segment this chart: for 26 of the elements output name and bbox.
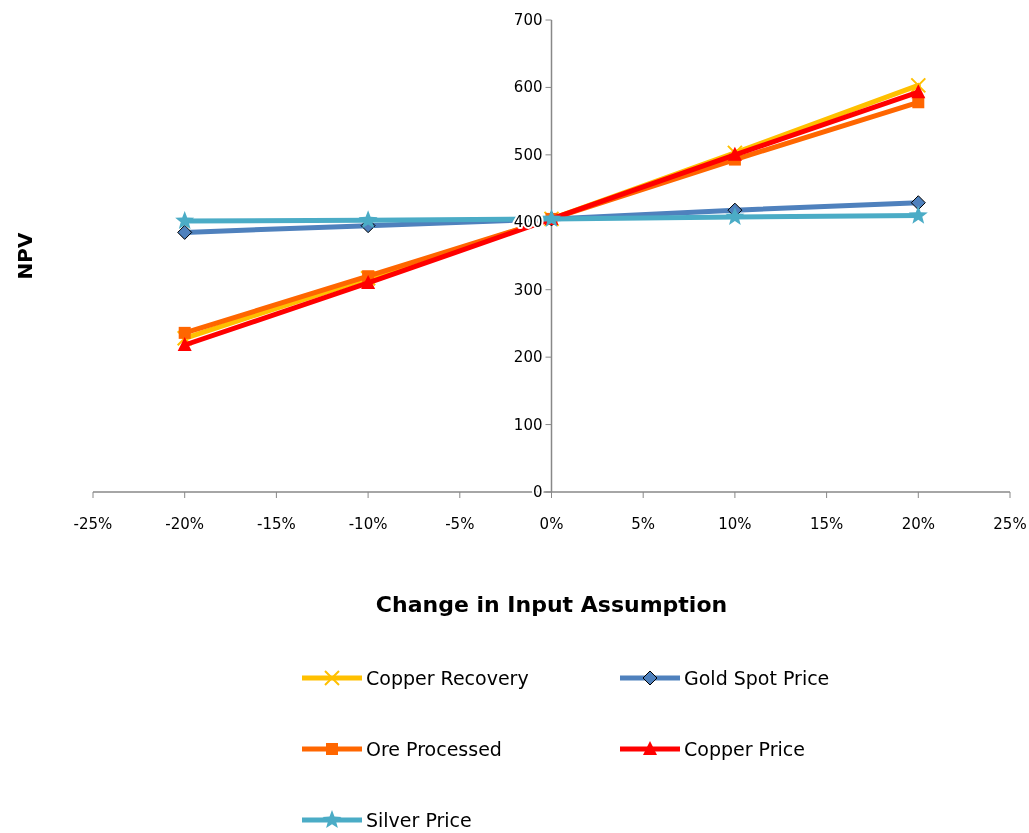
legend-label: Ore Processed bbox=[366, 738, 502, 760]
x-axis-title: Change in Input Assumption bbox=[375, 592, 728, 617]
x-tick-label: 0% bbox=[539, 515, 564, 533]
x-tick-label: 5% bbox=[631, 515, 656, 533]
x-tick-label: 15% bbox=[809, 515, 844, 533]
y-tick-label: 100 bbox=[513, 415, 543, 434]
x-tick-label: 25% bbox=[993, 515, 1027, 533]
y-tick-label: 400 bbox=[513, 213, 543, 232]
y-tick-label: 700 bbox=[513, 11, 543, 29]
y-tick-label: 600 bbox=[513, 78, 543, 97]
x-tick-label: -15% bbox=[257, 515, 296, 533]
y-axis-title: NPV bbox=[13, 232, 37, 280]
x-tick-label: -10% bbox=[348, 515, 388, 533]
x-tick-label: -5% bbox=[445, 515, 475, 533]
x-tick-label: 10% bbox=[718, 515, 752, 533]
y-tick-label: 0 bbox=[532, 483, 543, 501]
legend-label: Silver Price bbox=[366, 809, 472, 831]
x-tick-label: -25% bbox=[73, 515, 113, 533]
y-tick-label: 200 bbox=[513, 348, 543, 367]
legend-label: Gold Spot Price bbox=[684, 667, 830, 689]
x-tick-label: 20% bbox=[901, 515, 935, 533]
x-tick-label: -20% bbox=[165, 515, 205, 533]
legend-label: Copper Price bbox=[684, 738, 805, 760]
y-tick-label: 500 bbox=[513, 145, 543, 164]
legend-label: Copper Recovery bbox=[366, 667, 529, 689]
y-tick-label: 300 bbox=[513, 280, 543, 299]
